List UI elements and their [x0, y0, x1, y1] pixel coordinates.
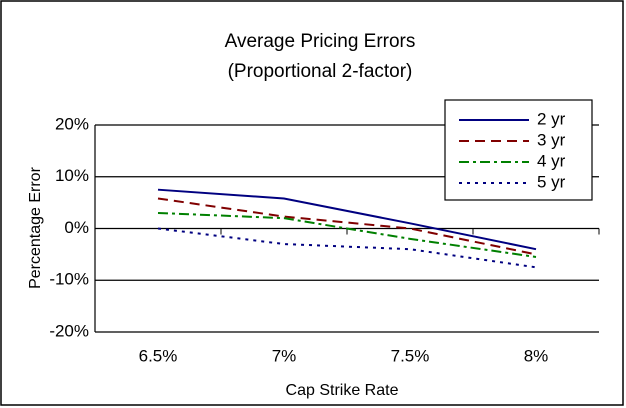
legend-label: 5 yr: [537, 172, 566, 191]
legend-label: 3 yr: [537, 130, 566, 149]
x-tick-label: 8%: [524, 346, 549, 365]
x-tick-label: 6.5%: [139, 346, 178, 365]
y-axis-label: Percentage Error: [27, 166, 44, 289]
series-line: [157, 211, 537, 258]
y-tick-label: 10%: [55, 166, 89, 185]
x-tick-label: 7.5%: [391, 346, 430, 365]
legend-box: [444, 99, 593, 201]
legend-label: 2 yr: [537, 109, 566, 128]
y-tick-label: 0%: [64, 218, 89, 237]
y-tick-label: -20%: [49, 321, 89, 340]
y-tick-label: -10%: [49, 270, 89, 289]
y-tick-label: 20%: [55, 114, 89, 133]
x-axis-label: Cap Strike Rate: [286, 382, 399, 399]
chart-title: Average Pricing Errors: [225, 31, 416, 52]
chart-subtitle: (Proportional 2-factor): [228, 61, 413, 82]
x-tick-label: 7%: [272, 346, 297, 365]
legend-label: 4 yr: [537, 151, 566, 170]
series-line: [157, 188, 537, 251]
